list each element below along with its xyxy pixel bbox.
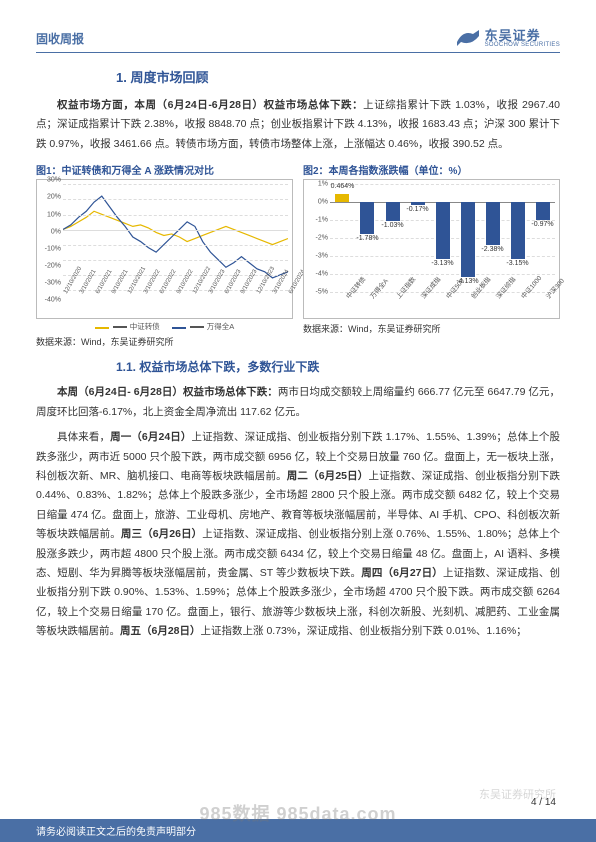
chart-1-legend: 中证转债万得全A [36,321,293,332]
brand-logo: 东吴证券 SOOCHOW SECURITIES [455,28,560,48]
brand-name-cn: 东吴证券 [485,29,560,42]
chart-1-yaxis: -40%-30%-20%-10%0%10%20%30% [39,180,61,300]
section-1-1-para-1: 本周（6月24日- 6月28日）权益市场总体下跌：两市日均成交额较上周缩量约 6… [36,383,560,422]
chart-1-title: 图1：中证转债和万得全 A 涨跌情况对比 [36,162,293,177]
page-footer: 请务必阅读正文之后的免责声明部分 [0,819,596,842]
para1-lead: 权益市场方面，本周（6月24日-6月28日）权益市场总体下跌： [57,99,363,111]
brand-name-en: SOOCHOW SECURITIES [485,42,560,48]
section-1-1-title: 1.1. 权益市场总体下跌，多数行业下跌 [116,358,560,375]
page-header: 固收周报 东吴证券 SOOCHOW SECURITIES [36,28,560,53]
chart-2-plot: 0.464%-1.78%-1.03%-0.17%-3.13%-4.13%-2.3… [330,184,555,292]
chart-1-canvas: -40%-30%-20%-10%0%10%20%30% 12/10/20203/… [36,179,293,319]
chart-2: 图2：本周各指数涨跌幅（单位：%） -5%-4%-3%-2%-1%0%1% 0.… [303,162,560,348]
page-number: 4 / 14 [531,797,556,808]
footer-disclaimer: 请务必阅读正文之后的免责声明部分 [36,823,196,838]
s11-para1-lead: 本周（6月24日- 6月28日）权益市场总体下跌： [57,386,278,398]
chart-2-source: 数据来源：Wind，东吴证券研究所 [303,322,560,335]
chart-1-source: 数据来源：Wind，东吴证券研究所 [36,335,293,348]
charts-row: 图1：中证转债和万得全 A 涨跌情况对比 -40%-30%-20%-10%0%1… [36,162,560,348]
section-1-1-para-2: 具体来看，周一（6月24日）上证指数、深证成指、创业板指分别下跌 1.17%、1… [36,428,560,642]
doc-category: 固收周报 [36,30,84,47]
chart-1: 图1：中证转债和万得全 A 涨跌情况对比 -40%-30%-20%-10%0%1… [36,162,293,348]
chart-2-title: 图2：本周各指数涨跌幅（单位：%） [303,162,560,177]
chart-2-xaxis: 中证转债万得全A上证指数深证成指中证500创业板指深证综指中证1000沪深300 [330,294,555,316]
chart-1-xaxis: 12/10/20203/10/20216/10/20219/10/202112/… [63,292,288,316]
section-1-para-1: 权益市场方面，本周（6月24日-6月28日）权益市场总体下跌：上证综指累计下跌 … [36,96,560,154]
section-1-title: 1. 周度市场回顾 [116,67,560,86]
footer-bar: 请务必阅读正文之后的免责声明部分 [0,819,596,842]
chart-2-yaxis: -5%-4%-3%-2%-1%0%1% [306,184,328,292]
chart-2-canvas: -5%-4%-3%-2%-1%0%1% 0.464%-1.78%-1.03%-0… [303,179,560,319]
soochow-logo-icon [455,28,481,48]
